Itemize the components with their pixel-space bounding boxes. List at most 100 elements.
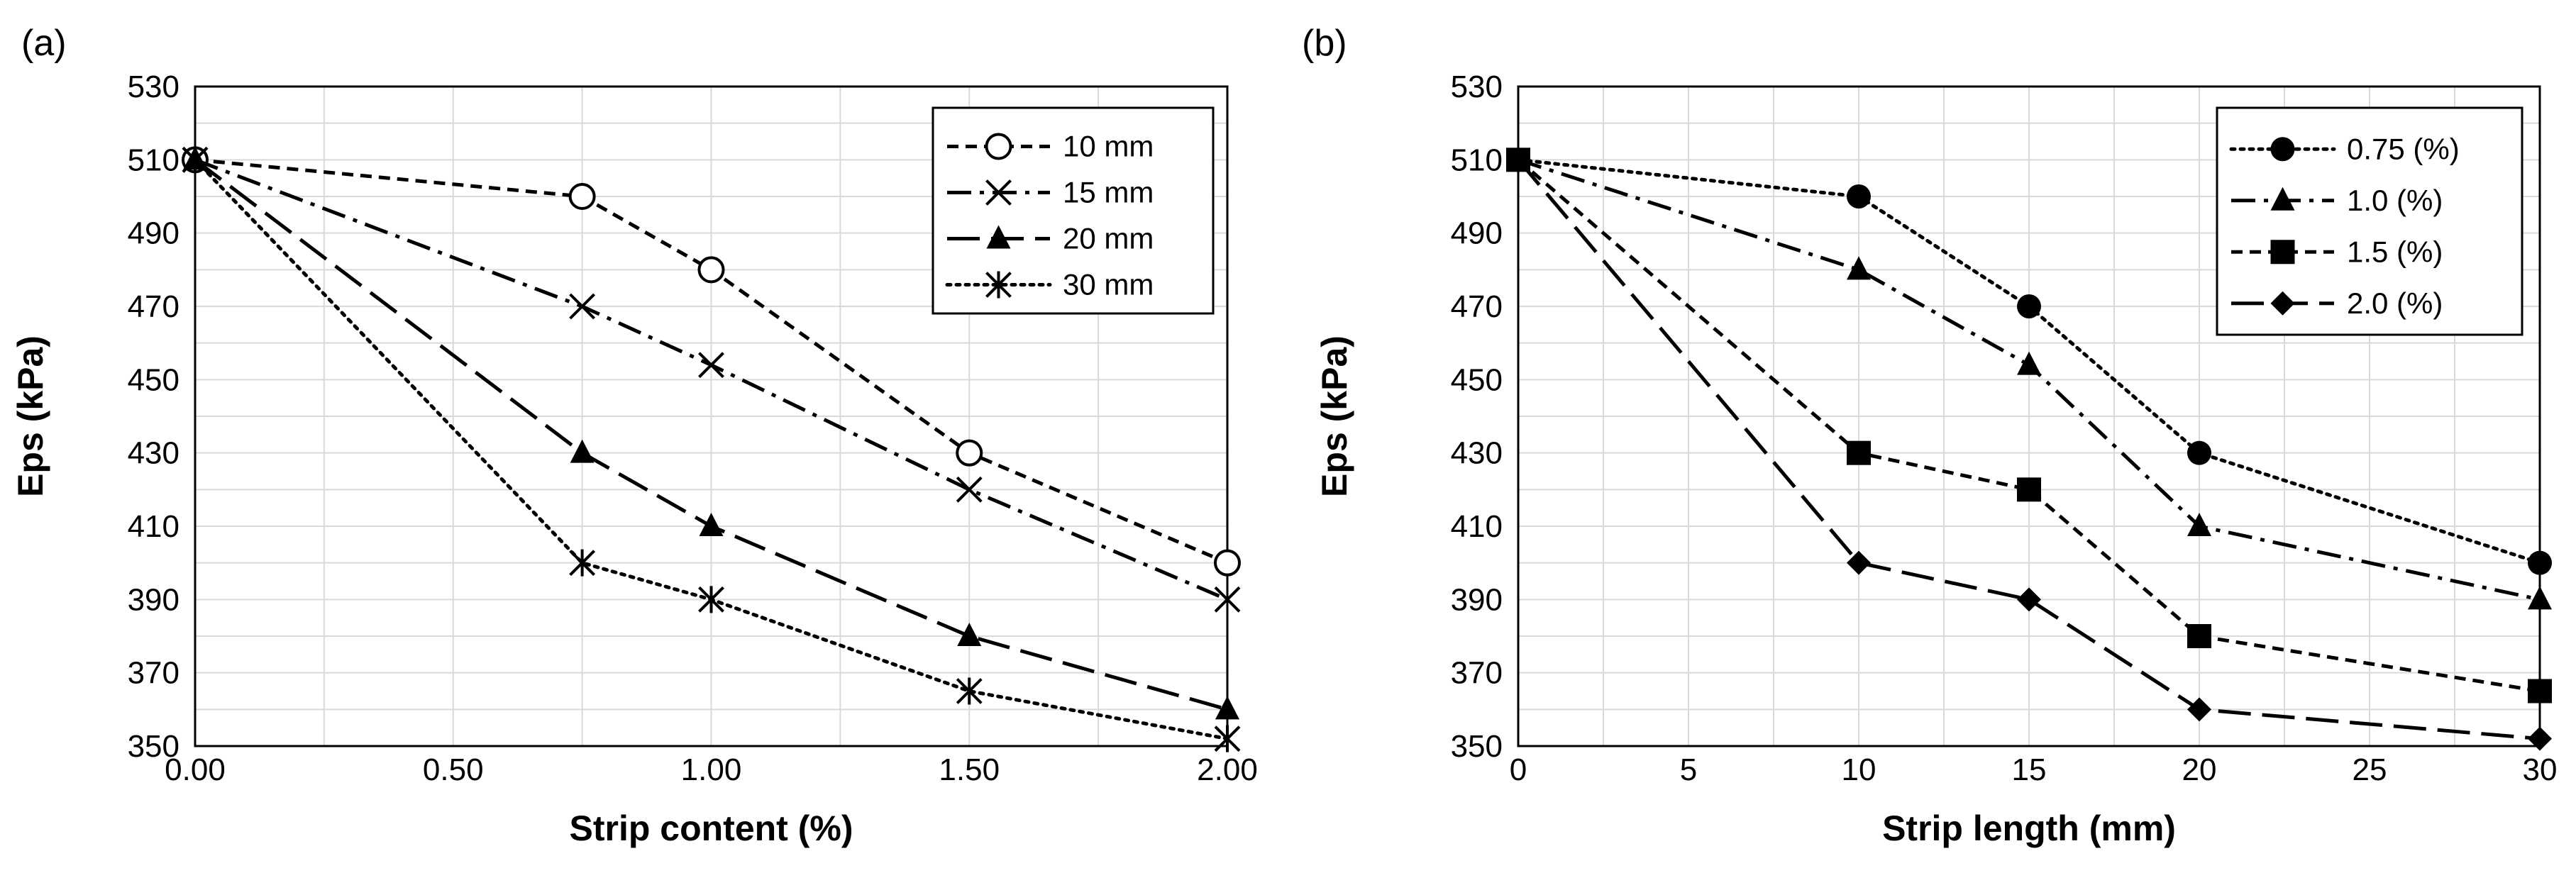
x-axis-label: Strip content (%) <box>570 808 853 848</box>
series-3 <box>1506 148 2552 751</box>
y-tick-label: 370 <box>1451 656 1503 691</box>
legend-marker <box>2270 291 2295 316</box>
data-point <box>1214 586 1241 613</box>
y-tick-label: 430 <box>128 436 179 471</box>
data-point <box>2528 726 2552 751</box>
y-axis-label: Eps (kPa) <box>1315 335 1354 497</box>
data-point <box>697 256 725 284</box>
series-1 <box>1506 146 2552 610</box>
data-point <box>570 439 595 463</box>
data-point <box>1847 256 1871 280</box>
x-axis-label: Strip length (mm) <box>1882 808 2176 848</box>
legend-label: 1.5 (%) <box>2347 235 2443 268</box>
legend-box <box>2216 106 2524 336</box>
data-point <box>1214 725 1241 752</box>
y-tick-label: 530 <box>128 69 179 104</box>
panel-label: (b) <box>1302 23 1347 64</box>
legend-box <box>932 106 1215 315</box>
legend-label: 2.0 (%) <box>2347 287 2443 320</box>
data-point <box>956 476 983 503</box>
y-tick-label: 410 <box>128 509 179 544</box>
legend-marker <box>985 271 1012 299</box>
y-tick-label: 510 <box>128 143 179 177</box>
x-tick-label: 20 <box>2182 752 2217 787</box>
legend-marker <box>985 179 1012 206</box>
y-tick-label: 490 <box>1451 216 1503 251</box>
data-point <box>569 293 596 320</box>
legend-marker <box>2270 240 2295 265</box>
legend-marker <box>2270 187 2295 211</box>
panel-label: (a) <box>21 23 67 64</box>
legend: 10 mm 15 mm 20 mm 30 mm <box>932 106 1215 315</box>
data-point <box>2187 697 2211 722</box>
y-tick-label: 390 <box>128 582 179 617</box>
x-tick-label: 15 <box>2012 752 2047 787</box>
y-tick-label: 410 <box>1451 509 1503 544</box>
legend-marker <box>985 133 1012 160</box>
data-point <box>1847 184 1871 208</box>
data-point <box>569 549 596 577</box>
y-tick-label: 370 <box>128 656 179 691</box>
data-point <box>568 183 596 210</box>
x-tick-label: 1.50 <box>939 752 1000 787</box>
y-tick-label: 530 <box>1451 69 1503 104</box>
data-point <box>1847 550 1871 575</box>
series-3 <box>182 146 1241 752</box>
x-tick-label: 1.00 <box>681 752 742 787</box>
data-point <box>698 352 724 379</box>
chart-panel-a: (a) 350 370 390 410 430 450 470 490 510 530 0.00 0.5… <box>11 23 1258 848</box>
plot-frame <box>1517 85 2541 747</box>
data-point <box>2187 624 2211 648</box>
data-point <box>956 677 983 705</box>
legend: 0.75 (%) 1.0 (%) 1.5 (%) 2.0 (%) <box>2216 106 2524 336</box>
series-line <box>1517 158 2541 693</box>
data-point <box>2528 586 2552 610</box>
data-point <box>2187 440 2211 465</box>
data-point <box>2017 351 2041 375</box>
x-tick-label: 2.00 <box>1197 752 1258 787</box>
y-tick-label: 390 <box>1451 582 1503 617</box>
data-point <box>2187 513 2211 536</box>
data-point <box>1847 440 1871 465</box>
legend-marker <box>986 225 1011 249</box>
plot-frame <box>194 85 1229 747</box>
legend-label: 0.75 (%) <box>2347 132 2460 165</box>
data-point <box>2528 550 2552 575</box>
legend-label: 10 mm <box>1063 130 1154 163</box>
y-tick-label: 430 <box>1451 436 1503 471</box>
y-tick-label: 470 <box>128 289 179 324</box>
series-0 <box>1506 148 2552 575</box>
x-tick-label: 0.00 <box>165 752 226 787</box>
data-point <box>957 623 982 646</box>
data-point <box>698 586 724 613</box>
data-point <box>699 513 724 536</box>
legend-label: 20 mm <box>1063 222 1154 255</box>
y-tick-label: 510 <box>1451 143 1503 177</box>
legend-label: 30 mm <box>1063 268 1154 301</box>
y-tick-label: 490 <box>128 216 179 251</box>
data-point <box>2017 587 2041 612</box>
y-tick-label: 450 <box>128 362 179 397</box>
y-axis-label: Eps (kPa) <box>11 335 50 497</box>
x-tick-label: 0.50 <box>423 752 484 787</box>
data-point <box>1506 148 1530 172</box>
x-tick-label: 5 <box>1680 752 1697 787</box>
x-tick-label: 25 <box>2353 752 2387 787</box>
data-point <box>1214 549 1241 577</box>
data-point <box>2528 679 2552 704</box>
data-point <box>2017 477 2041 502</box>
legend-label: 1.0 (%) <box>2347 184 2443 217</box>
x-tick-label: 10 <box>1842 752 1876 787</box>
y-tick-label: 450 <box>1451 362 1503 397</box>
data-point <box>956 439 983 467</box>
y-tick-label: 350 <box>1451 729 1503 764</box>
data-point <box>182 146 209 174</box>
x-tick-label: 0 <box>1510 752 1527 787</box>
data-point <box>1215 696 1239 720</box>
legend-marker <box>2270 137 2295 162</box>
series-line <box>1517 158 2541 741</box>
data-point <box>2017 294 2041 318</box>
legend-label: 15 mm <box>1063 176 1154 209</box>
